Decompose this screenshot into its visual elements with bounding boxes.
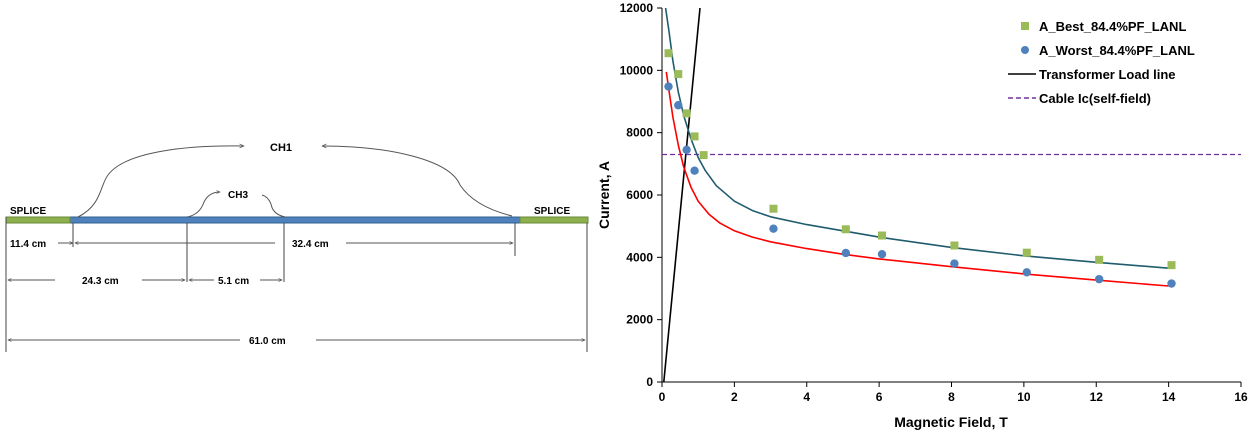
y-tick-label: 2000 [626,313,653,327]
dim-24-3-label: 24.3 cm [82,276,119,287]
chart-axes: 0 2 4 6 8 10 12 14 16 0 2000 4000 6000 8000 10000 12000 [620,1,1248,404]
ch1-right-arc [322,146,513,217]
best-data-point [682,109,691,118]
splice-right-label: SPLICE [534,206,570,217]
dim-61-0-label: 61.0 cm [249,336,286,347]
y-tick-label: 12000 [620,1,654,15]
load-line [663,8,701,382]
best-data-point [1095,255,1104,264]
legend-label-1: A_Worst_84.4%PF_LANL [1039,43,1195,58]
dim-32-4-label: 32.4 cm [292,239,329,250]
worst-data-point [1022,268,1031,277]
worst-data-point [877,250,887,259]
best-data-point [690,132,699,141]
worst-data-point [682,145,691,155]
best-data-point [878,231,887,240]
legend-label-2: Transformer Load line [1039,67,1176,82]
x-tick-label: 16 [1234,390,1248,404]
worst-data-point [950,259,959,268]
best-data-point [1167,261,1176,270]
best-data-point [664,49,673,58]
legend-worst-marker [1021,46,1029,54]
ch3-label: CH3 [228,190,248,201]
x-tick-label: 0 [659,390,666,404]
chart-legend: A_Best_84.4%PF_LANL A_Worst_84.4%PF_LANL T… [1008,19,1195,106]
splice-right-bar [519,216,589,224]
best-data-point [769,204,778,213]
legend-label-0: A_Best_84.4%PF_LANL [1039,19,1186,34]
y-tick-label: 8000 [626,126,653,140]
x-tick-label: 4 [803,390,810,404]
worst-data-point [674,101,683,110]
dim-5-1-label: 5.1 cm [218,276,249,287]
ch3-right-arc [261,194,286,218]
worst-data-point [1167,279,1176,288]
x-tick-label: 6 [876,390,883,404]
x-axis-title: Magnetic Field, T [894,414,1008,430]
fit-curve-4 [665,71,1169,287]
splice-diagram: SPLICE SPLICE CH1 CH3 11.4 cm 32.4 cm 24… [5,142,589,352]
chart-plot-area [662,8,1241,382]
x-tick-label: 8 [948,390,955,404]
y-tick-label: 10000 [620,63,654,77]
worst-data-point [690,166,699,175]
ch1-left-arc [77,146,244,218]
legend-label-3: Cable Ic(self-field) [1039,91,1151,106]
x-tick-label: 10 [1017,390,1031,404]
ch1-label: CH1 [270,142,292,154]
best-data-point [1022,248,1031,257]
y-tick-label: 0 [646,375,653,389]
x-tick-label: 12 [1090,390,1104,404]
splice-left-label: SPLICE [10,206,46,217]
worst-data-point [664,82,673,91]
worst-data-point [769,224,778,233]
y-tick-label: 6000 [626,188,653,202]
ch3-left-arc [186,192,220,218]
best-data-point [841,225,850,234]
best-data-point [950,241,959,250]
best-data-point [674,70,683,79]
y-tick-label: 4000 [626,250,653,264]
worst-data-point [1094,274,1104,284]
legend-best-marker [1021,22,1029,30]
best-data-point [699,151,708,160]
worst-data-point [841,248,851,258]
x-tick-label: 14 [1162,390,1176,404]
x-tick-label: 2 [731,390,738,404]
dim-11-4-label: 11.4 cm [10,239,46,250]
y-axis-title: Current, A [596,161,612,229]
